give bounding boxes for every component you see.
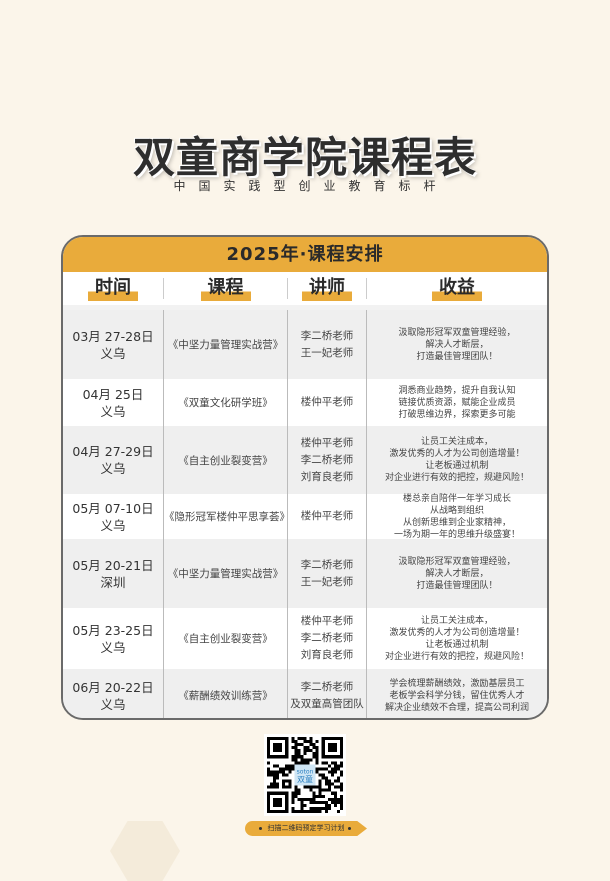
teacher-name: 王一妃老师	[300, 575, 354, 588]
teacher-name: 楼仲平老师	[300, 510, 354, 522]
table-header-row: 时间 课程 讲师 收益	[63, 272, 547, 310]
benefit-line: 让老板通过机制	[425, 461, 489, 471]
table-band-title: 2025年·课程安排	[63, 237, 547, 272]
benefit-line: 打破思维边界，探索更多可能	[398, 409, 516, 420]
benefit-line: 解决企业绩效不合理，提高公司利润	[384, 702, 529, 713]
teacher-name: 楼仲平老师	[300, 436, 354, 449]
teacher-name: 李二桥老师	[300, 558, 354, 571]
benefit-line: 汲取隐形冠军双童管理经验，	[398, 327, 516, 338]
teacher-name: 李二桥老师	[300, 632, 354, 644]
benefit-line: 对企业进行有效的把控，规避风险！	[384, 651, 529, 662]
table-row: 05月 20-21日 深圳 《中坚力量管理实战营》 李二桥老师王一妃老师 汲取隐形冠军双…	[63, 539, 547, 608]
table-row: 05月 23-25日 义乌 《自主创业裂变营》 楼仲平老师李二桥老师刘育良老师 让员工关…	[63, 608, 547, 669]
course-schedule-table: 2025年·课程安排 时间 课程 讲师 收益 03月 27-28日 义乌《中坚力量…	[61, 235, 549, 720]
benefit-line: 链接优质资源，赋能企业成员	[398, 397, 516, 408]
benefit-line: 打造最佳管理团队！	[416, 351, 498, 362]
teacher-name: 楼仲平老师	[300, 615, 354, 627]
course-location: 义乌	[100, 696, 126, 712]
course-name: 《自主创业裂变营》	[178, 454, 273, 467]
course-location: 义乌	[100, 639, 126, 655]
benefit-line: 解决人才断层，	[425, 339, 489, 350]
table-row: 03月 27-28日 义乌 《中坚力量管理实战营》 李二桥老师王一妃老师 汲取隐形冠军双…	[63, 310, 547, 379]
course-location: 义乌	[100, 461, 126, 476]
qr-code: soton 双童	[264, 734, 346, 816]
benefit-line: 从创新思维到企业家精神，	[402, 517, 511, 528]
benefit-line: 洞悉商业趋势，提升自我认知	[398, 385, 516, 396]
teacher-name: 李二桥老师	[300, 329, 354, 342]
column-header-benefit: 收益	[432, 276, 482, 301]
course-date: 03月 27-28日	[72, 328, 154, 344]
course-date: 04月 25日	[82, 386, 144, 402]
course-location: 义乌	[100, 517, 126, 533]
table-row: 04月 25日 义乌 《双童文化研学班》 楼仲平老师 洞悉商业趋势，提升自我认知 链接优质…	[63, 379, 547, 426]
benefit-line: 激发优秀的人才为公司创造增量！	[389, 627, 525, 638]
qr-logo-cn: 双童	[297, 774, 313, 784]
teacher-name: 楼仲平老师	[300, 396, 354, 408]
course-date: 05月 23-25日	[72, 622, 154, 638]
benefit-line: 让员工关注成本，	[420, 615, 493, 626]
column-header-time: 时间	[88, 276, 138, 301]
course-date: 05月 20-21日	[72, 557, 154, 573]
teacher-name: 刘育良老师	[300, 649, 354, 661]
decorative-hexagon	[110, 821, 180, 881]
course-name: 《自主创业裂变营》	[178, 633, 273, 645]
scan-qr-banner[interactable]: 扫描二维码预定学习计划	[245, 821, 367, 836]
teacher-name: 李二桥老师	[300, 453, 354, 466]
benefit-line: 打造最佳管理团队！	[416, 580, 498, 591]
course-name: 《薪酬绩效训练营》	[178, 690, 273, 702]
column-header-teacher: 讲师	[302, 276, 352, 301]
benefit-line: 楼总亲自陪伴一年学习成长	[402, 493, 511, 504]
table-row: 06月 20-22日 义乌 《薪酬绩效训练营》 李二桥老师及双童高管团队 学会梳理薪酬绩…	[63, 669, 547, 718]
course-name: 《中坚力量管理实战营》	[167, 339, 284, 351]
table-row: 05月 07-10日 义乌 《隐形冠军楼仲平思享荟》 楼仲平老师 楼总亲自陪伴一年学习成…	[63, 493, 547, 540]
teacher-name: 刘育良老师	[300, 470, 354, 483]
benefit-line: 对企业进行有效的把控，规避风险！	[384, 473, 529, 483]
course-date: 06月 20-22日	[72, 679, 154, 695]
course-location: 义乌	[100, 345, 126, 361]
benefit-line: 从战略到组织	[429, 505, 484, 516]
course-location: 义乌	[100, 403, 126, 419]
course-name: 《隐形冠军楼仲平思享荟》	[164, 511, 290, 523]
benefit-line: 解决人才断层，	[425, 568, 489, 579]
benefit-line: 激发优秀的人才为公司创造增量！	[389, 449, 525, 459]
course-name: 《双童文化研学班》	[178, 397, 273, 409]
table-row: 04月 27-29日 义乌 《自主创业裂变营》 楼仲平老师李二桥老师刘育良老师 让员工关…	[63, 426, 547, 494]
teacher-name: 王一妃老师	[300, 346, 354, 359]
course-name: 《中坚力量管理实战营》	[167, 568, 284, 580]
benefit-line: 老板学会科学分钱，留住优秀人才	[389, 690, 525, 701]
qr-logo-text: soton	[297, 768, 314, 775]
benefit-line: 学会梳理薪酬绩效，激励基层员工	[389, 678, 525, 689]
page-subtitle: 中国实践型创业教育标杆	[173, 179, 449, 193]
column-header-course: 课程	[200, 276, 251, 301]
benefit-line: 汲取隐形冠军双童管理经验，	[398, 556, 516, 567]
teacher-name: 李二桥老师	[300, 680, 354, 693]
teacher-name: 及双童高管团队	[290, 697, 364, 710]
course-location: 深圳	[100, 574, 126, 590]
benefit-line: 一场为期一年的思维升级盛宴！	[393, 529, 520, 540]
benefit-line: 让老板通过机制	[425, 639, 489, 650]
course-date: 04月 27-29日	[72, 444, 154, 459]
page-title: 双童商学院课程表	[132, 133, 477, 182]
course-date: 05月 07-10日	[72, 500, 154, 516]
benefit-line: 让员工关注成本，	[420, 437, 493, 447]
